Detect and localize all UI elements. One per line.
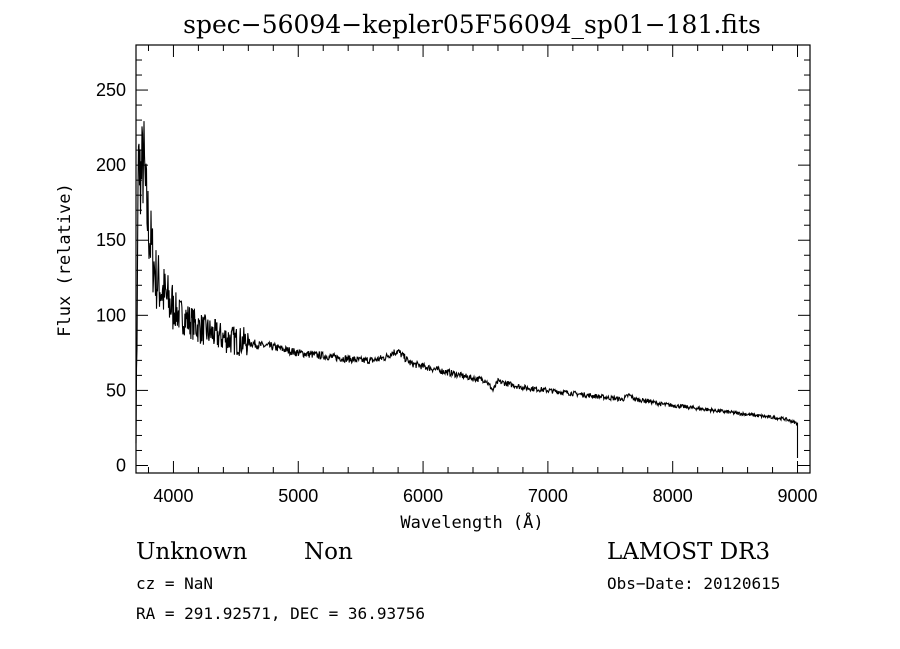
- x-tick-labels: 4000 5000 6000 7000 8000 9000: [153, 486, 817, 506]
- x-tick-label: 9000: [777, 486, 817, 506]
- x-axis-label: Wavelength (Å): [400, 511, 543, 533]
- x-tick-label: 8000: [653, 486, 693, 506]
- object-class: Unknown: [136, 539, 247, 565]
- x-tick-label: 6000: [403, 486, 443, 506]
- obs-date: Obs−Date: 20120615: [607, 574, 780, 593]
- survey-name: LAMOST DR3: [607, 539, 770, 565]
- redshift-readout: cz = NaN: [136, 574, 213, 593]
- x-tick-label: 4000: [153, 486, 193, 506]
- y-tick-label: 50: [106, 380, 126, 400]
- y-tick-label: 0: [116, 455, 126, 475]
- y-tick-labels: 0 50 100 150 200 250: [96, 80, 126, 475]
- x-tick-label: 7000: [528, 486, 568, 506]
- coordinates: RA = 291.92571, DEC = 36.93756: [136, 604, 425, 623]
- major-ticks: [136, 45, 810, 473]
- chart-title: spec−56094−kepler05F56094_sp01−181.fits: [183, 10, 761, 39]
- y-tick-label: 250: [96, 80, 126, 100]
- y-tick-label: 100: [96, 305, 126, 325]
- minor-ticks: [136, 45, 810, 473]
- y-tick-label: 200: [96, 155, 126, 175]
- spectrum-line: [135, 121, 799, 458]
- y-tick-label: 150: [96, 230, 126, 250]
- x-tick-label: 5000: [278, 486, 318, 506]
- object-subclass: Non: [304, 539, 353, 565]
- y-axis-label: Flux (relative): [55, 183, 75, 337]
- plot-frame: [135, 44, 811, 474]
